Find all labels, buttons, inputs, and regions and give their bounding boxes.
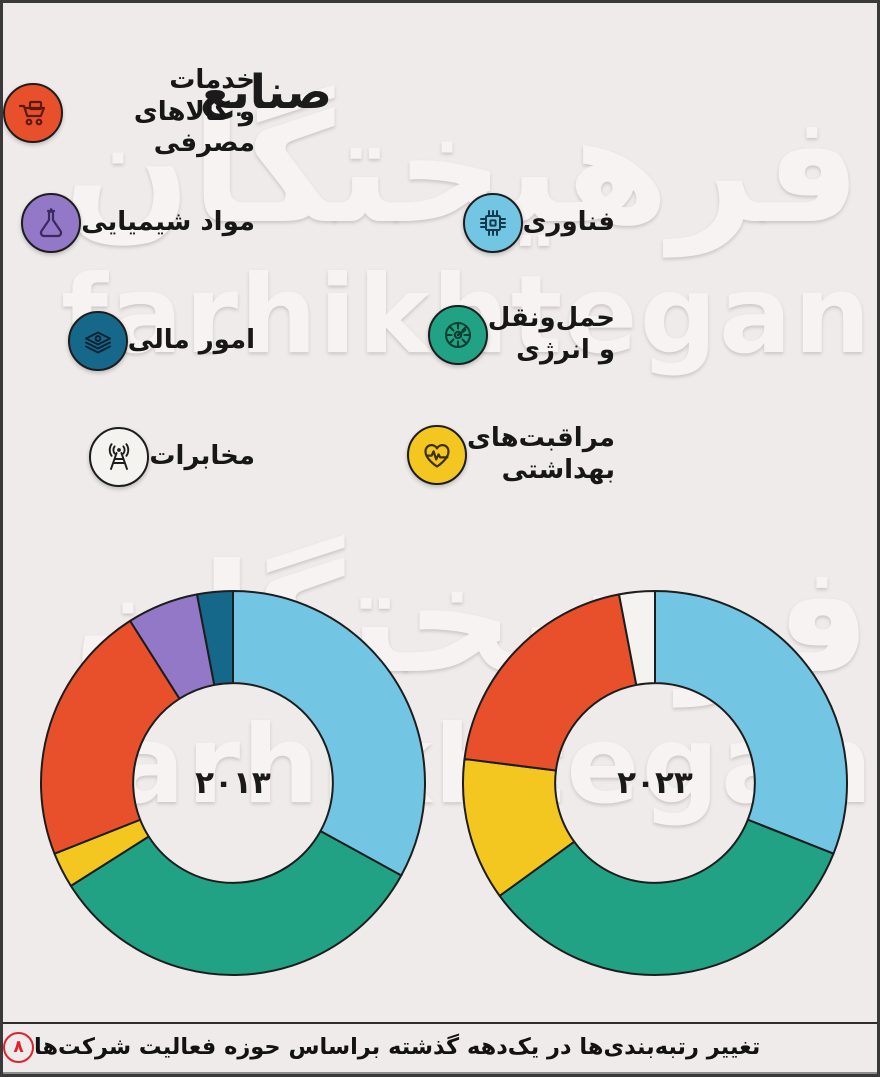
- donut-slice: [40, 619, 181, 855]
- legend-item-transport-energy[interactable]: حمل‌ونقل و انرژی: [427, 303, 629, 366]
- legend-item-telecom[interactable]: مخابرات: [89, 427, 269, 487]
- legend-item-label: خدمات و کالاهای مصرفی: [133, 65, 255, 159]
- donut-charts: ۲۰۱۳ ۲۰۲۳: [3, 578, 877, 998]
- heart-pulse-icon: [407, 424, 468, 485]
- flask-icon: [21, 193, 82, 253]
- legend-item-chemicals[interactable]: مواد شیمیایی: [21, 193, 269, 253]
- legend-item-healthcare[interactable]: مراقبت‌های بهداشتی: [407, 423, 629, 486]
- donut-slice: [498, 818, 835, 976]
- donut-slice: [232, 590, 426, 877]
- antenna-tower-icon: [89, 427, 150, 487]
- legend-item-label: حمل‌ونقل و انرژی: [487, 303, 615, 365]
- donut-2023-svg: [462, 590, 848, 976]
- donut-chart-2013: ۲۰۱۳: [33, 583, 433, 983]
- legend-item-consumer[interactable]: خدمات و کالاهای مصرفی: [3, 65, 269, 160]
- donut-chart-2023: ۲۰۲۳: [455, 583, 855, 983]
- donut-2013-year-label: ۲۰۱۳: [195, 765, 271, 801]
- caption-text: تغییر رتبه‌بندی‌ها در یک‌دهه گذشته براسا…: [34, 1034, 761, 1060]
- caption-divider-top: [3, 1022, 877, 1024]
- donut-slice: [618, 590, 656, 686]
- status-badge: ۸: [3, 1031, 34, 1063]
- legend-item-label: فناوری: [522, 207, 615, 238]
- gauge-wheel-icon: [427, 304, 488, 365]
- legend-item-technology[interactable]: فناوری: [462, 193, 629, 253]
- legend-item-label: مراقبت‌های بهداشتی: [467, 423, 615, 485]
- caption-bar: ۸ تغییر رتبه‌بندی‌ها در یک‌دهه گذشته برا…: [3, 1024, 877, 1070]
- donut-slice: [69, 830, 403, 976]
- legend-item-label: مواد شیمیایی: [81, 207, 255, 238]
- caption-divider-bottom: [3, 1072, 877, 1074]
- legend-item-finance[interactable]: امور مالی: [67, 311, 269, 371]
- shopping-cart-icon: [3, 82, 63, 143]
- donut-2023-year-label: ۲۰۲۳: [617, 765, 693, 801]
- donut-slice: [463, 593, 638, 772]
- donut-2013-svg: [40, 590, 426, 976]
- legend-item-label: امور مالی: [127, 325, 255, 356]
- microchip-icon: [462, 193, 523, 253]
- page-title: صنایع: [199, 65, 333, 120]
- money-stack-icon: [67, 311, 128, 371]
- donut-slice: [654, 590, 848, 855]
- legend-item-label: مخابرات: [149, 441, 255, 472]
- donut-slice: [196, 590, 234, 686]
